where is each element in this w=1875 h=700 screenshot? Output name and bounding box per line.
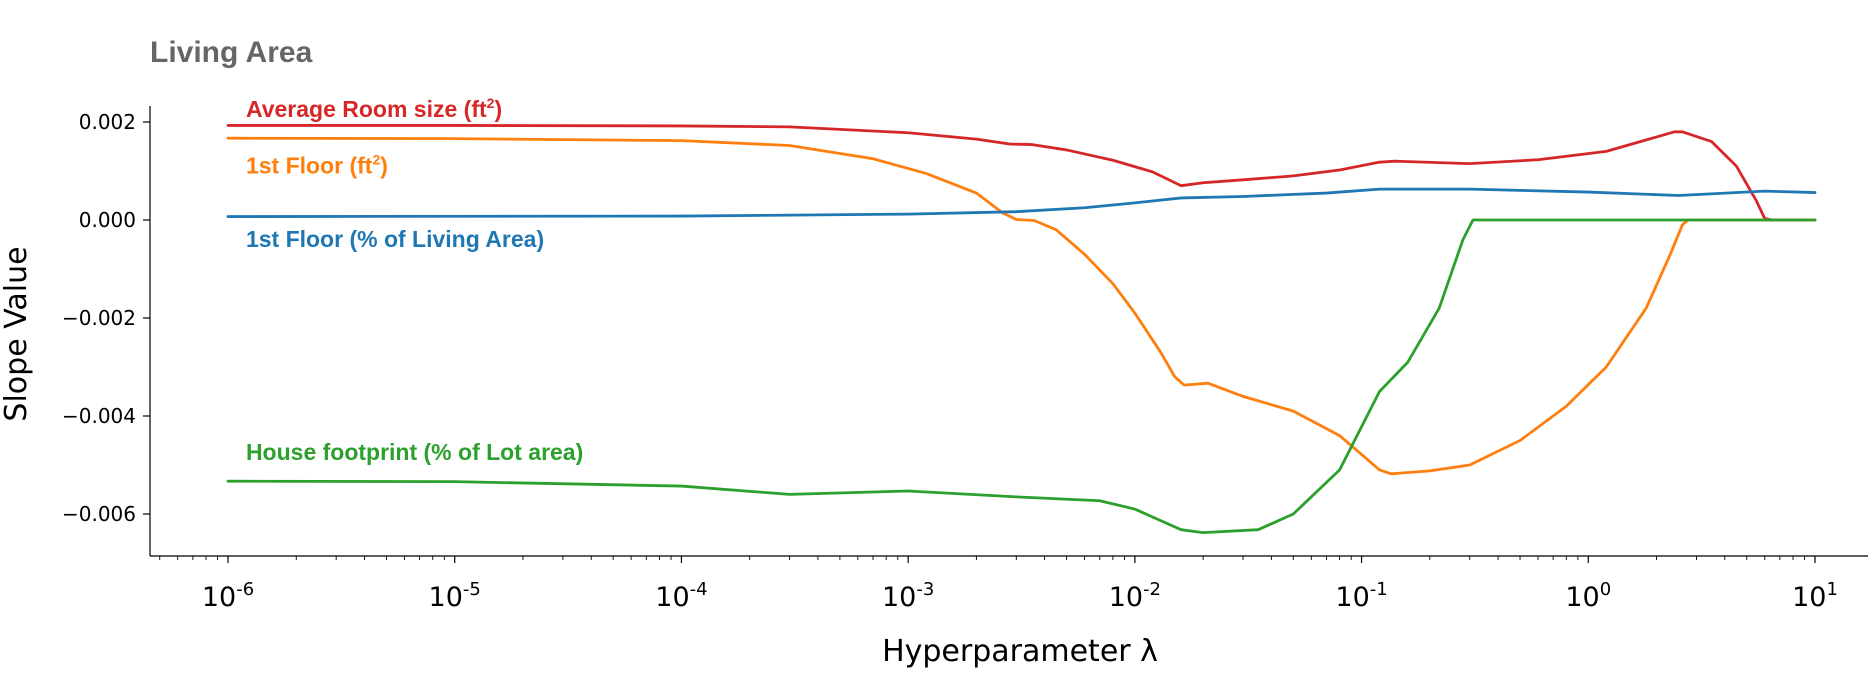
series-label-sup-1: 2 <box>372 151 380 167</box>
series-label-main-1: 1st Floor (ft <box>246 152 373 178</box>
series-group <box>226 124 1817 535</box>
series-labels: Average Room size (ft2)1st Floor (ft2)1s… <box>246 95 583 465</box>
x-tick-base-1: 10 <box>429 582 463 613</box>
series-label-main-3: House footprint (% of Lot area) <box>246 439 583 465</box>
y-tick-label-1: 0.000 <box>79 208 136 232</box>
series-label-0: Average Room size (ft2) <box>246 95 502 122</box>
x-tick-label-0: 10-6 <box>202 579 254 613</box>
series-label-2: 1st Floor (% of Living Area) <box>246 226 544 252</box>
x-tick-exp-3: -3 <box>916 579 934 600</box>
series-label-end-0: ) <box>494 96 502 122</box>
x-tick-label-1: 10-5 <box>429 579 481 613</box>
x-tick-base-5: 10 <box>1335 582 1369 613</box>
x-tick-exp-6: 0 <box>1600 579 1611 600</box>
series-line-2 <box>226 187 1817 218</box>
x-tick-exp-7: 1 <box>1826 579 1837 600</box>
x-axis-label: Hyperparameter λ <box>882 634 1158 669</box>
x-minor-ticks <box>159 556 1806 560</box>
y-tick-label-2: −0.002 <box>62 306 136 330</box>
x-tick-base-6: 10 <box>1565 582 1599 613</box>
x-tick-base-0: 10 <box>202 582 236 613</box>
y-tick-label-3: −0.004 <box>62 404 136 428</box>
x-tick-label-3: 10-3 <box>882 579 934 613</box>
y-tick-label-4: −0.006 <box>62 502 136 526</box>
series-line-0 <box>226 124 1817 222</box>
x-tick-exp-5: -1 <box>1370 579 1388 600</box>
y-axis-label: Slope Value <box>0 246 34 421</box>
x-tick-label-5: 10-1 <box>1335 579 1387 613</box>
x-tick-exp-1: -5 <box>463 579 481 600</box>
series-line-3 <box>226 218 1817 535</box>
series-label-main-2: 1st Floor (% of Living Area) <box>246 226 544 252</box>
series-label-sup-0: 2 <box>487 95 495 111</box>
x-tick-exp-4: -2 <box>1143 579 1161 600</box>
x-tick-base-7: 10 <box>1792 582 1826 613</box>
y-tick-label-0: 0.002 <box>79 110 136 134</box>
x-tick-exp-0: -6 <box>236 579 254 600</box>
x-tick-exp-2: -4 <box>690 579 708 600</box>
x-tick-base-2: 10 <box>655 582 689 613</box>
x-ticks: 10-6 10-5 10-4 10-3 10-2 10-1 100 101 <box>202 556 1838 613</box>
x-tick-label-2: 10-4 <box>655 579 707 613</box>
x-tick-base-3: 10 <box>882 582 916 613</box>
series-label-end-1: ) <box>380 152 388 178</box>
y-ticks: 0.002 0.000 −0.002 −0.004 −0.006 <box>62 110 150 526</box>
x-tick-label-7: 101 <box>1792 579 1838 613</box>
x-tick-base-4: 10 <box>1109 582 1143 613</box>
series-label-1: 1st Floor (ft2) <box>246 151 388 178</box>
series-label-3: House footprint (% of Lot area) <box>246 439 583 465</box>
series-label-main-0: Average Room size (ft <box>246 96 487 122</box>
series-line-1 <box>226 136 1817 476</box>
x-tick-label-4: 10-2 <box>1109 579 1161 613</box>
x-tick-label-6: 100 <box>1565 579 1611 613</box>
chart-title: Living Area <box>150 36 313 69</box>
